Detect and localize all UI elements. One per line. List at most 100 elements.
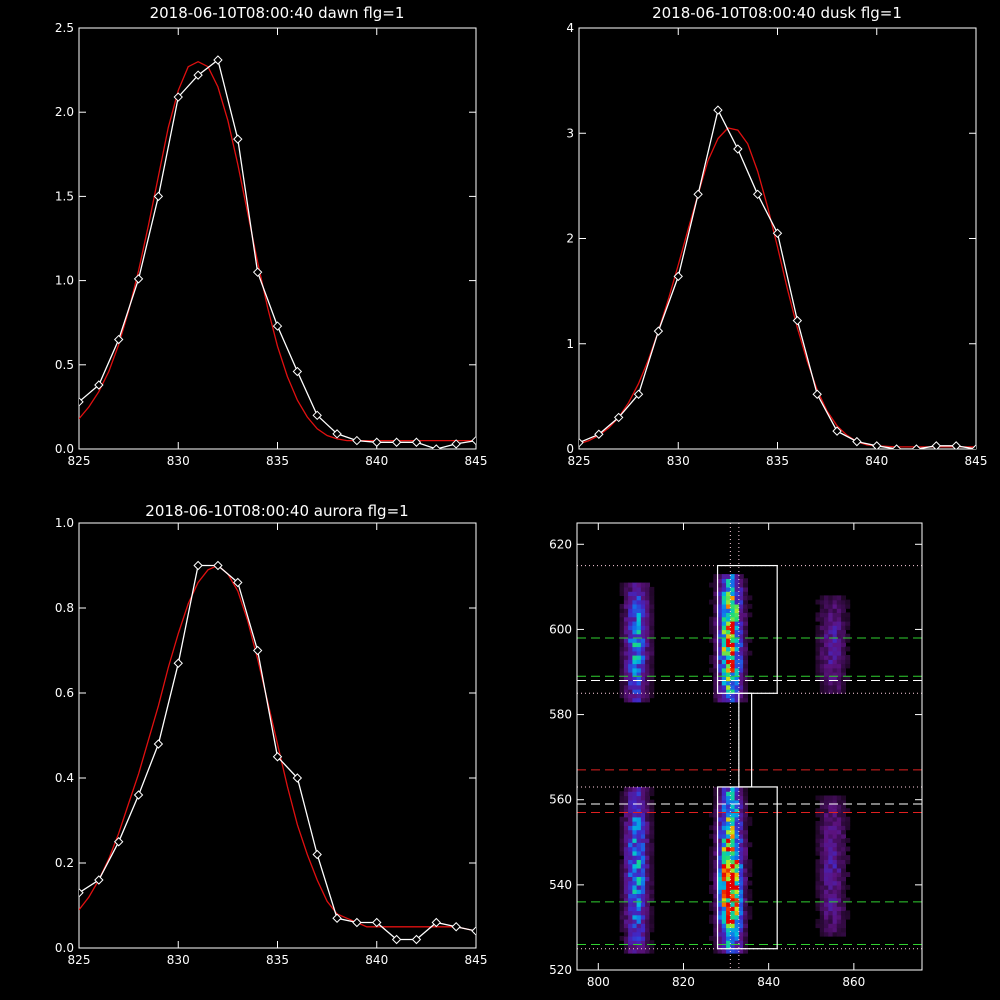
- heatmap-cell: [645, 663, 650, 669]
- heatmap-cell: [640, 859, 646, 865]
- x-axis: 800 820 840 860: [587, 523, 865, 989]
- heatmap-cell: [636, 825, 642, 831]
- heatmap-cell: [828, 914, 834, 920]
- heatmap-cell: [717, 923, 723, 929]
- heatmap-cell: [713, 646, 719, 652]
- heatmap-cell: [636, 667, 642, 673]
- heatmap-cell: [628, 625, 633, 631]
- heatmap-cell: [819, 825, 825, 831]
- heatmap-cell: [636, 816, 642, 822]
- heatmap-cell: [747, 612, 753, 618]
- heatmap-cell: [845, 846, 851, 852]
- y-tick-label: 0.8: [55, 601, 74, 615]
- heatmap-cell: [717, 655, 723, 660]
- heatmap-cell: [632, 825, 638, 831]
- heatmap-cell: [841, 910, 846, 916]
- heatmap-cell: [649, 927, 655, 933]
- heatmap-cell: [824, 893, 829, 899]
- heatmap-cell: [628, 582, 633, 588]
- data-point: [213, 560, 223, 571]
- heatmap-cell: [738, 620, 744, 626]
- heatmap-cell: [640, 880, 646, 886]
- heatmap-cell: [623, 812, 629, 818]
- heatmap-cell: [841, 906, 846, 911]
- heatmap-cell: [828, 629, 834, 635]
- heatmap-cell: [623, 884, 629, 890]
- heatmap-cell: [726, 655, 731, 660]
- heatmap-cell: [628, 591, 633, 596]
- heatmap-cell: [824, 799, 829, 805]
- heatmap-cell: [747, 897, 753, 903]
- heatmap-cell: [640, 931, 646, 937]
- heatmap-cell: [828, 637, 834, 643]
- heatmap-cell: [726, 574, 731, 579]
- heatmap-cell: [713, 829, 719, 835]
- heatmap-cell: [709, 616, 714, 622]
- heatmap-cell: [738, 859, 744, 865]
- heatmap-cell: [721, 816, 727, 822]
- heatmap-cell: [738, 637, 744, 643]
- heatmap-cell: [828, 867, 834, 873]
- heatmap-cell: [632, 944, 638, 950]
- heatmap-cell: [738, 855, 744, 860]
- heatmap-cell: [645, 944, 650, 950]
- heatmap-cell: [721, 897, 727, 903]
- heatmap-cell: [645, 697, 650, 703]
- heatmap-cell: [640, 646, 646, 652]
- heatmap-cell: [734, 786, 740, 792]
- heatmap-cell: [628, 940, 633, 946]
- heatmap-cell: [836, 859, 842, 865]
- heatmap-cell: [824, 923, 829, 929]
- heatmap-cell: [730, 893, 736, 899]
- heatmap-cell: [628, 850, 633, 856]
- heatmap-cell: [717, 633, 723, 639]
- heatmap-cell: [632, 586, 638, 592]
- x-tick-label: 845: [965, 454, 988, 468]
- data-point: [792, 315, 803, 326]
- heatmap-cell: [845, 659, 851, 665]
- heatmap-cell: [824, 650, 829, 656]
- heatmap-cell: [623, 838, 629, 843]
- heatmap-cell: [632, 642, 638, 648]
- heatmap-cell: [824, 659, 829, 665]
- heatmap-cell: [738, 944, 744, 950]
- heatmap-cell: [841, 931, 846, 937]
- heatmap-cell: [713, 940, 719, 946]
- heatmap-cell: [717, 876, 723, 882]
- heatmap-cell: [721, 786, 727, 792]
- heatmap-cell: [649, 846, 655, 852]
- x-tick-label: 830: [167, 454, 190, 468]
- heatmap-cell: [645, 808, 650, 814]
- heatmap-cell: [713, 603, 719, 609]
- heatmap-cell: [619, 927, 625, 933]
- heatmap-cell: [845, 855, 851, 860]
- heatmap-cell: [824, 808, 829, 814]
- heatmap-cell: [841, 889, 846, 894]
- heatmap-cell: [726, 863, 731, 869]
- heatmap-cell: [623, 880, 629, 886]
- heatmap-cell: [841, 816, 846, 822]
- heatmap-cell: [734, 629, 740, 635]
- data-point: [411, 934, 422, 945]
- heatmap-cell: [734, 821, 740, 826]
- heatmap-cell: [841, 901, 846, 907]
- heatmap-cell: [730, 872, 736, 877]
- heatmap-cell: [738, 816, 744, 822]
- heatmap-cell: [730, 833, 736, 839]
- heatmap-cell: [819, 893, 825, 899]
- heatmap-cell: [623, 808, 629, 814]
- heatmap-cell: [738, 846, 744, 852]
- heatmap-cell: [649, 693, 655, 699]
- heatmap-cell: [747, 867, 753, 873]
- heatmap-cell: [836, 863, 842, 869]
- heatmap-cell: [717, 616, 723, 622]
- heatmap-cell: [619, 684, 625, 690]
- heatmap-cell: [636, 650, 642, 656]
- heatmap-cell: [717, 646, 723, 652]
- heatmap-cell: [713, 676, 719, 682]
- heatmap-cell: [628, 906, 633, 911]
- heatmap-cell: [824, 795, 829, 801]
- heatmap-cell: [619, 646, 625, 652]
- heatmap-cell: [645, 795, 650, 801]
- heatmap-cell: [841, 650, 846, 656]
